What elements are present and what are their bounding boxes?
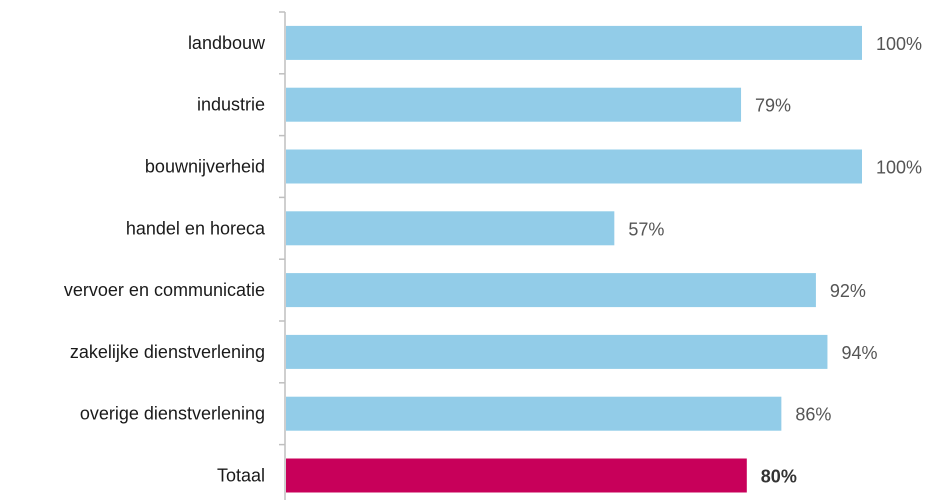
bar-zakelijke-dienstverlening <box>286 334 828 369</box>
category-label: zakelijke dienstverlening <box>70 342 265 362</box>
bar-vervoer-en-communicatie <box>286 273 816 308</box>
bar-overige-dienstverlening <box>286 396 782 431</box>
value-label: 79% <box>755 96 791 116</box>
value-label: 94% <box>841 343 877 363</box>
value-label: 100% <box>876 34 922 54</box>
category-labels: landbouw industrie bouwnijverheid handel en… <box>64 33 266 486</box>
bar-handel-en-horeca <box>286 211 615 246</box>
category-label: overige dienstverlening <box>80 404 265 424</box>
value-label: 57% <box>628 219 664 239</box>
category-label: vervoer en communicatie <box>64 280 265 300</box>
value-label: 80% <box>761 467 797 487</box>
category-label: bouwnijverheid <box>145 157 265 177</box>
bar-totaal <box>286 458 747 493</box>
category-label: landbouw <box>188 33 266 53</box>
value-label: 86% <box>795 405 831 425</box>
value-label: 92% <box>830 281 866 301</box>
bar-landbouw <box>286 25 862 60</box>
category-label: Totaal <box>217 466 265 486</box>
value-labels: 100% 79% 100% 57% 92% 94% 86% 80% <box>628 34 922 487</box>
bar-industrie <box>286 87 742 122</box>
axis-ticks <box>279 11 285 446</box>
bars-layer <box>286 25 862 493</box>
bar-bouwnijverheid <box>286 149 862 184</box>
value-label: 100% <box>876 158 922 178</box>
category-label: industrie <box>197 95 265 115</box>
category-label: handel en horeca <box>126 218 266 238</box>
